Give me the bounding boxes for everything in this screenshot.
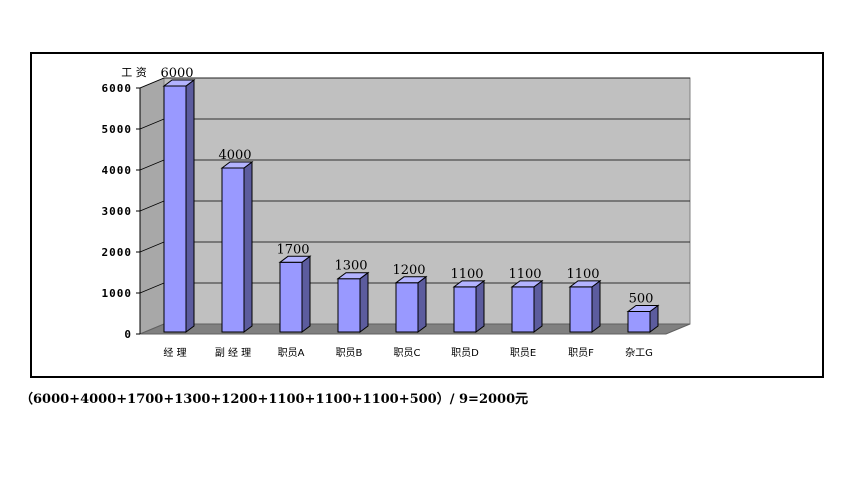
bar-data-label: 500 xyxy=(629,292,654,307)
y-tick-label: 3000 xyxy=(102,205,133,218)
x-tick-label: 职员B xyxy=(336,347,363,359)
chart-frame: 0 1000 2000 3000 4000 5000 6000 工 资 6000 经 理 4000 副… xyxy=(30,52,824,378)
bar-top xyxy=(394,276,428,284)
y-tick-label: 1000 xyxy=(102,287,133,300)
x-tick-label: 经 理 xyxy=(163,346,186,359)
bar-front xyxy=(279,261,303,333)
y-tick-label: 5000 xyxy=(102,123,133,136)
bar-top xyxy=(220,161,254,169)
bar-data-label: 1100 xyxy=(450,267,483,282)
bar-chart: 0 1000 2000 3000 4000 5000 6000 工 资 6000 经 理 4000 副… xyxy=(102,66,691,359)
bar-top xyxy=(626,305,660,312)
bar-side xyxy=(359,271,369,333)
bar-front xyxy=(569,286,593,333)
bar-top xyxy=(278,255,312,263)
bar-top xyxy=(452,280,486,288)
bar-top xyxy=(510,280,544,288)
bar-side xyxy=(591,279,601,333)
bar-top xyxy=(568,280,602,288)
x-tick-label: 职员C xyxy=(394,347,421,359)
bar-data-label: 1100 xyxy=(508,267,541,282)
y-tick-label: 6000 xyxy=(102,82,133,95)
x-tick-label: 职员F xyxy=(568,347,594,359)
gridline xyxy=(139,77,690,89)
bar-side xyxy=(243,161,253,333)
bar-top xyxy=(162,79,196,87)
bar-top xyxy=(336,272,370,280)
bar-data-label: 6000 xyxy=(160,66,193,81)
x-tick-label: 职员D xyxy=(451,347,479,359)
bar-front xyxy=(221,167,245,333)
bar-data-label: 1700 xyxy=(276,242,309,257)
y-axis-label: 工 资 xyxy=(121,66,147,79)
bar-front xyxy=(511,286,535,333)
y-tick-label: 2000 xyxy=(102,246,133,259)
bar-side xyxy=(475,279,485,333)
y-tick-label: 4000 xyxy=(102,164,133,177)
bar-data-label: 1300 xyxy=(334,259,367,274)
bar-front xyxy=(163,85,187,333)
average-formula: （6000+4000+1700+1300+1200+1100+1100+1100… xyxy=(20,392,529,407)
x-tick-label: 职员E xyxy=(510,347,536,359)
x-tick-label: 职员A xyxy=(278,347,305,359)
bar-side xyxy=(301,255,311,333)
bar-front xyxy=(627,311,651,333)
x-tick-label: 杂工G xyxy=(625,347,653,359)
bar-data-label: 4000 xyxy=(218,148,251,163)
bar-side xyxy=(533,279,543,333)
x-tick-label: 副 经 理 xyxy=(215,346,251,359)
bar-data-label: 1200 xyxy=(392,263,425,278)
bar-front xyxy=(453,286,477,333)
bar-side xyxy=(185,79,195,333)
bar-side xyxy=(417,275,427,333)
y-tick-label: 0 xyxy=(124,328,132,341)
bar-front xyxy=(337,278,361,333)
bar-data-label: 1100 xyxy=(566,267,599,282)
bar-front xyxy=(395,282,419,333)
